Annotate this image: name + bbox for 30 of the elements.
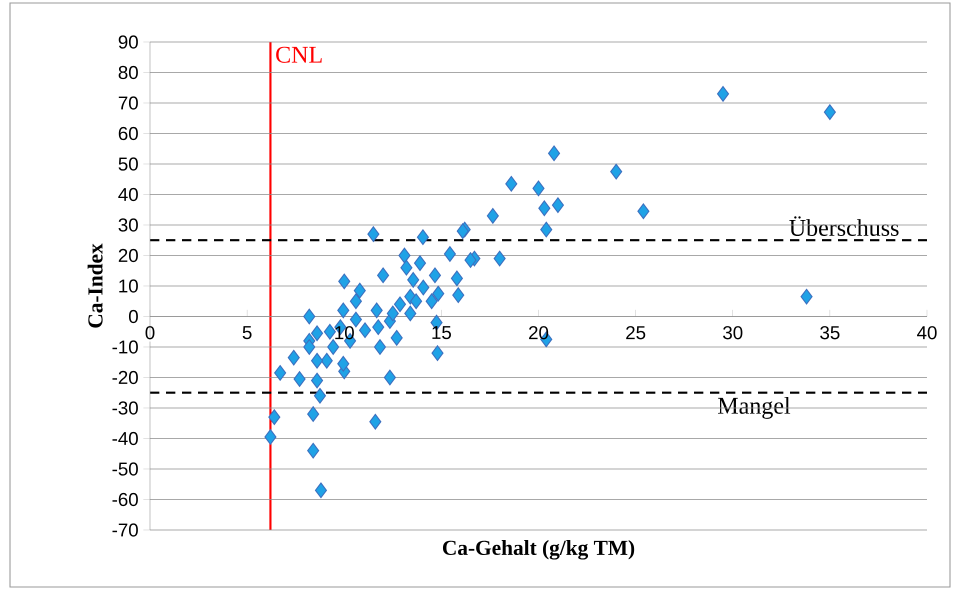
y-tick-label: -10 xyxy=(112,340,138,354)
x-tick-label: 15 xyxy=(432,326,451,340)
y-tick-label: 70 xyxy=(118,96,138,110)
y-tick-label: -60 xyxy=(112,492,138,506)
ref-line-label: Überschuss xyxy=(789,216,899,236)
y-tick-label: 60 xyxy=(118,126,138,140)
y-tick-label: 40 xyxy=(118,188,138,202)
y-tick-label: 10 xyxy=(119,279,138,293)
y-tick-label: 90 xyxy=(118,35,138,49)
ref-line-label: Mangel xyxy=(718,396,790,419)
x-tick-label: 30 xyxy=(723,326,742,340)
x-tick-label: 0 xyxy=(146,326,154,340)
y-tick-label: -70 xyxy=(112,523,138,537)
y-axis-title: Ca-Index xyxy=(88,243,103,328)
y-tick-label: 80 xyxy=(118,66,138,80)
x-tick-label: 20 xyxy=(529,326,548,340)
y-tick-label: 0 xyxy=(128,310,138,324)
x-tick-label: 40 xyxy=(917,326,937,340)
x-axis-title: Ca-Gehalt (g/kg TM) xyxy=(442,540,634,560)
y-tick-label: 30 xyxy=(118,218,138,232)
ref-line-label: CNL xyxy=(276,46,322,63)
y-tick-label: -30 xyxy=(112,401,138,415)
x-tick-label: 35 xyxy=(820,326,840,340)
x-tick-label: 25 xyxy=(626,326,646,340)
y-tick-label: 20 xyxy=(118,248,138,262)
x-tick-label: 5 xyxy=(242,326,252,340)
y-tick-label: -50 xyxy=(112,462,138,476)
y-tick-label: -20 xyxy=(112,370,138,384)
y-tick-label: -40 xyxy=(112,432,138,446)
y-tick-label: 50 xyxy=(118,157,138,171)
